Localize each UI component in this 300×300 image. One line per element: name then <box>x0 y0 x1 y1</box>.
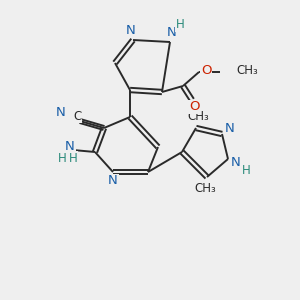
Text: H: H <box>242 164 250 178</box>
Text: N: N <box>126 25 136 38</box>
Text: H: H <box>176 19 184 32</box>
Text: N: N <box>108 175 118 188</box>
Text: O: O <box>201 64 211 76</box>
Text: N: N <box>225 122 235 136</box>
Text: N: N <box>167 26 177 40</box>
Text: N: N <box>56 106 66 118</box>
Text: H: H <box>58 152 66 164</box>
Text: C: C <box>73 110 81 122</box>
Text: N: N <box>65 140 75 154</box>
Text: N: N <box>231 155 241 169</box>
Text: CH₃: CH₃ <box>194 182 216 196</box>
Text: CH₃: CH₃ <box>236 64 258 77</box>
Text: H: H <box>69 152 77 164</box>
Text: O: O <box>189 100 199 113</box>
Text: CH₃: CH₃ <box>187 110 209 122</box>
